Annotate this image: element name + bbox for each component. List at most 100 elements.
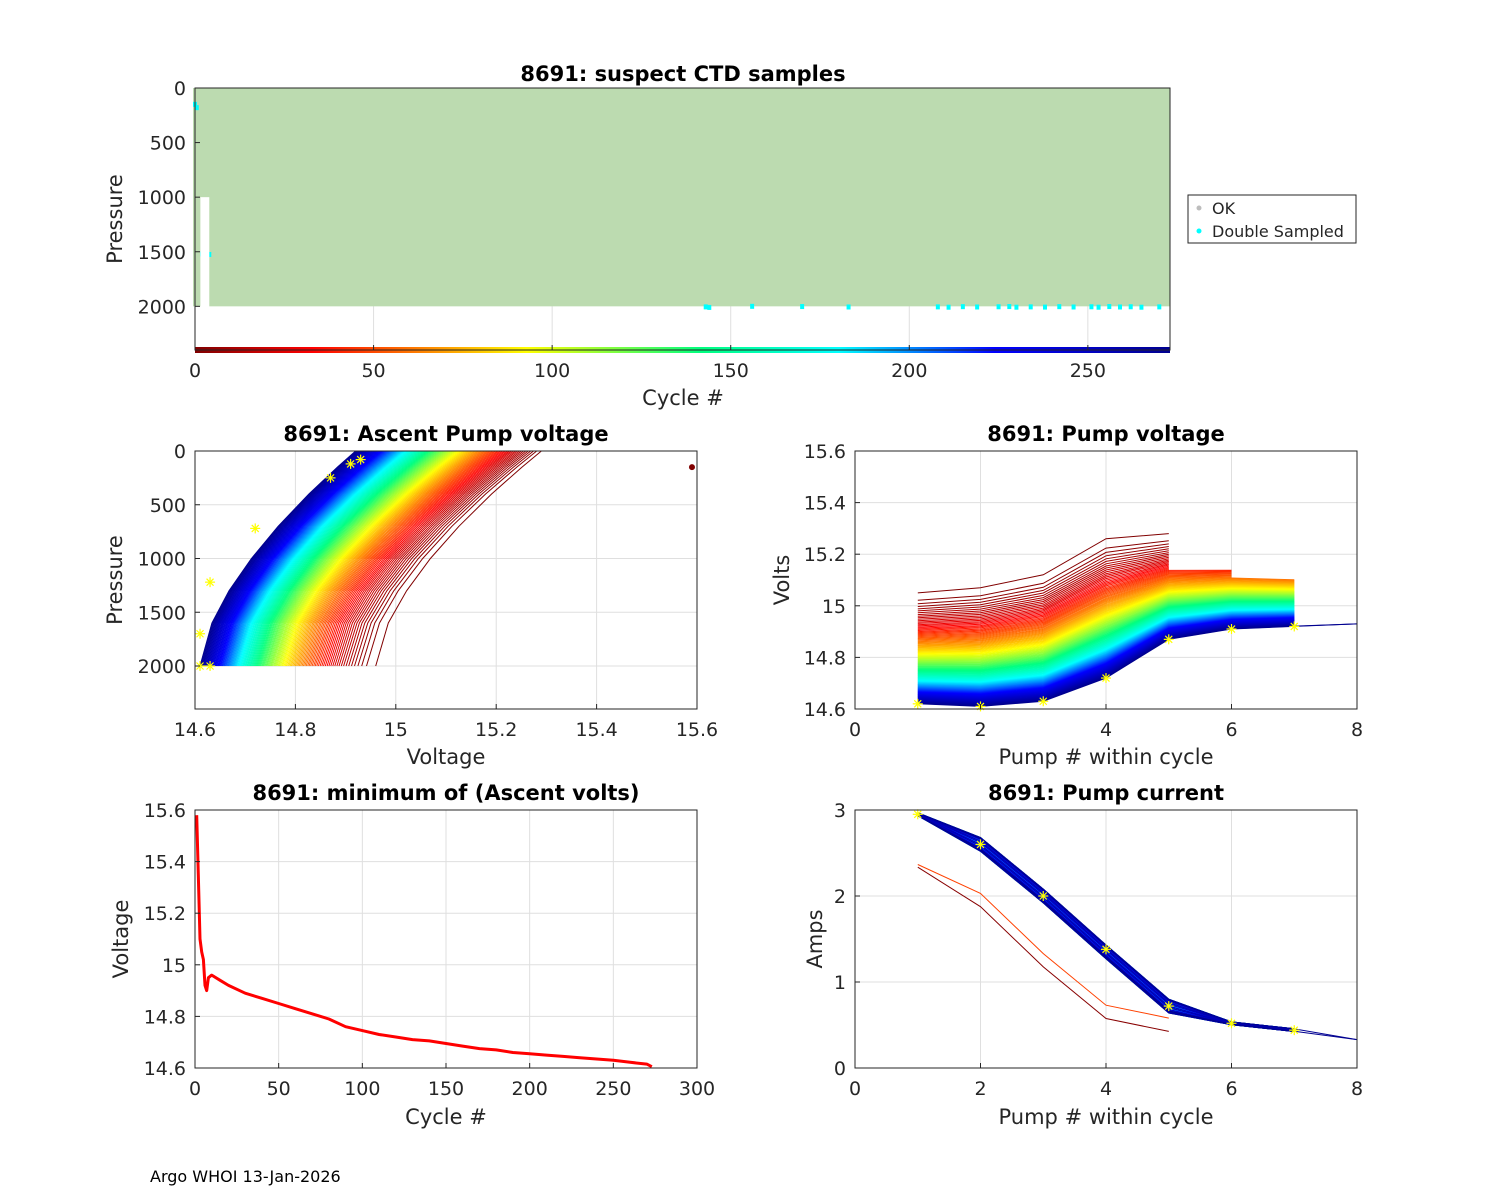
cycle-line bbox=[305, 450, 484, 667]
cycle-line bbox=[917, 598, 1295, 669]
cycle-line bbox=[213, 450, 374, 667]
y-tick-label: 15.2 bbox=[804, 544, 846, 566]
panel-minimum-ascent-volts: 0 50 100 150 200 250 300 14.6 14.8 15 15.2 15.4 15.6… bbox=[109, 781, 715, 1129]
cycle-line bbox=[231, 450, 398, 667]
plot2-xlabel: Voltage bbox=[407, 745, 486, 769]
cycle-line bbox=[225, 450, 390, 667]
cycle-line bbox=[917, 582, 1295, 648]
panel-pump-current: 0 2 4 6 8 0 1 2 3 8691: Pump current Pump # with… bbox=[803, 781, 1363, 1129]
cycle-line bbox=[338, 450, 516, 667]
cycle-line bbox=[917, 570, 1232, 634]
cycle-line bbox=[230, 450, 397, 667]
cycle-line bbox=[917, 812, 1358, 1041]
plot4-title: 8691: minimum of (Ascent volts) bbox=[252, 781, 639, 805]
cycle-line bbox=[273, 450, 448, 667]
cycle-line bbox=[307, 450, 485, 667]
cycle-line bbox=[917, 585, 1295, 652]
cycle-line bbox=[209, 450, 370, 667]
cycle-line bbox=[245, 450, 415, 667]
cycle-line bbox=[293, 450, 471, 667]
x-tick-label: 8 bbox=[1351, 719, 1363, 741]
plot4-ylabel: Voltage bbox=[109, 900, 133, 979]
cycle-line bbox=[330, 450, 508, 667]
double-sampled-point bbox=[1096, 304, 1101, 310]
x-tick-label: 150 bbox=[713, 360, 749, 382]
cycle-line bbox=[298, 450, 477, 667]
x-tick-label: 150 bbox=[428, 1078, 464, 1100]
cycle-line bbox=[334, 450, 512, 667]
x-tick-label: 4 bbox=[1100, 719, 1112, 741]
y-tick-label: 0 bbox=[834, 1058, 846, 1080]
cycle-line bbox=[269, 450, 444, 667]
cycle-line bbox=[917, 589, 1295, 656]
ok-samples-area bbox=[193, 88, 1170, 307]
panel-suspect-ctd: 0 50 100 150 200 250 0 500 1000 1500 2000 8691: su… bbox=[103, 62, 1357, 410]
double-sampled-point bbox=[1128, 304, 1133, 310]
cycle-line bbox=[917, 593, 1295, 662]
y-tick-label: 15 bbox=[822, 596, 846, 618]
cycle-line bbox=[249, 450, 420, 667]
cycle-line bbox=[917, 548, 1169, 610]
double-sampled-point bbox=[707, 304, 712, 310]
y-tick-label: 15.2 bbox=[144, 903, 186, 925]
x-tick-label: 4 bbox=[1100, 1078, 1112, 1100]
double-sampled-point bbox=[975, 304, 980, 310]
cycle-line bbox=[218, 450, 381, 667]
cycle-line bbox=[236, 450, 404, 667]
cycle-line bbox=[917, 581, 1295, 647]
cycle-line bbox=[917, 579, 1295, 645]
cycle-line bbox=[351, 450, 527, 667]
cycle-line bbox=[917, 562, 1169, 624]
y-tick-label: 2000 bbox=[138, 656, 186, 678]
cycle-line bbox=[205, 450, 365, 667]
x-tick-label: 0 bbox=[189, 360, 201, 382]
cycle-line bbox=[302, 450, 481, 667]
cycle-line bbox=[917, 591, 1295, 660]
cycle-line bbox=[255, 450, 427, 667]
cycle-line bbox=[340, 450, 518, 667]
cycle-line bbox=[221, 450, 385, 667]
cycle-line bbox=[300, 450, 478, 667]
cycle-line bbox=[261, 450, 434, 667]
plot1-title: 8691: suspect CTD samples bbox=[520, 62, 845, 86]
cycle-line bbox=[917, 552, 1169, 614]
cycle-line bbox=[205, 450, 364, 667]
cycle-line bbox=[324, 450, 503, 667]
cycle-line bbox=[212, 450, 373, 667]
cycle-line bbox=[917, 568, 1169, 631]
cycle-line bbox=[281, 450, 457, 667]
cycle-line bbox=[203, 450, 362, 667]
cycle-line bbox=[229, 450, 395, 667]
cycle-line bbox=[282, 450, 459, 667]
cycle-line bbox=[215, 450, 377, 667]
cycle-line bbox=[917, 577, 1295, 642]
highlight-marker bbox=[195, 628, 206, 639]
cycle-line bbox=[230, 450, 396, 667]
cycle-line bbox=[357, 450, 532, 667]
p2-axes-frame bbox=[194, 450, 698, 710]
x-tick-label: 50 bbox=[361, 360, 385, 382]
double-sampled-point bbox=[1028, 304, 1033, 310]
plot3-ylabel: Volts bbox=[770, 555, 794, 606]
double-sampled-point bbox=[800, 304, 805, 310]
cycle-line bbox=[263, 450, 437, 667]
legend-double-sampled-label: Double Sampled bbox=[1212, 222, 1344, 241]
legend-ok-marker bbox=[1196, 205, 1202, 211]
y-tick-label: 500 bbox=[150, 495, 186, 517]
cycle-line bbox=[917, 578, 1295, 643]
cycle-line bbox=[917, 590, 1295, 659]
cycle-line bbox=[213, 450, 375, 667]
plot2-title: 8691: Ascent Pump voltage bbox=[283, 422, 608, 446]
highlight-marker bbox=[355, 454, 366, 465]
cycle-line bbox=[292, 450, 469, 667]
cycle-line bbox=[317, 450, 496, 667]
plot5-title: 8691: Pump current bbox=[988, 781, 1224, 805]
y-tick-label: 2 bbox=[834, 886, 846, 908]
y-tick-label: 14.6 bbox=[144, 1058, 186, 1080]
x-tick-label: 0 bbox=[189, 1078, 201, 1100]
cycle-line bbox=[200, 450, 358, 667]
y-tick-label: 1000 bbox=[138, 549, 186, 571]
outlier-point bbox=[688, 464, 695, 471]
cycle-line bbox=[917, 815, 1170, 1013]
double-sampled-point bbox=[1157, 304, 1162, 310]
